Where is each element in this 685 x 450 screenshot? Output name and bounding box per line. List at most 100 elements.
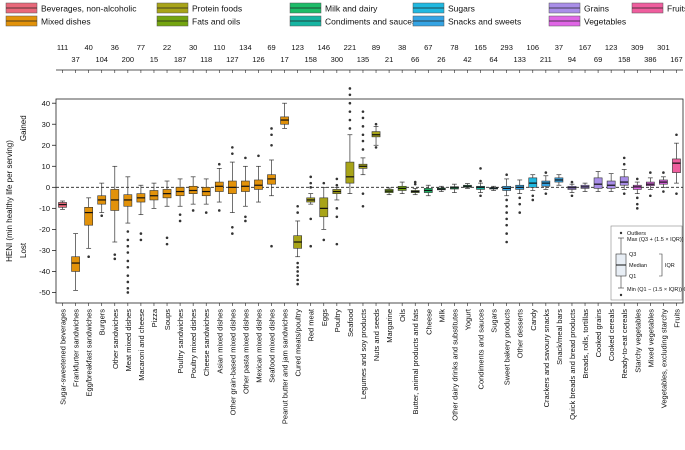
count-milk: 26 xyxy=(437,55,445,64)
box-starchy-vegetables-outlier xyxy=(635,202,639,206)
box-eggs-iqr xyxy=(319,197,329,218)
count-peanut-butter-and-jam-sandwiches: 17 xyxy=(280,55,288,64)
box-nuts-and-seeds xyxy=(371,122,381,149)
box-nuts-and-seeds-outlier xyxy=(374,146,378,149)
legend-mixed-dishes-label: Mixed dishes xyxy=(41,17,91,27)
box-cured-meats-poultry-outlier xyxy=(296,274,299,277)
box-breads-rolls-tortillas xyxy=(580,182,590,192)
box-meat-mixed-dishes-outlier xyxy=(126,251,130,254)
box-mixed-vegetables-outlier xyxy=(649,171,652,174)
count-quick-breads-and-bread-products: 94 xyxy=(568,55,576,64)
box-fruits-outlier xyxy=(675,192,678,195)
box-sweet-bakery-products-outlier xyxy=(505,240,508,244)
legend-fats-and-oils-label: Fats and oils xyxy=(192,17,240,27)
count-nuts-and-seeds: 89 xyxy=(372,43,380,52)
box-seafood-mixed-dishes-outlier xyxy=(270,127,273,130)
box-poultry xyxy=(332,177,342,246)
count-other-pasta-mixed-dishes: 134 xyxy=(239,43,252,52)
box-other-desserts xyxy=(515,179,525,214)
box-macaroni-and-cheese xyxy=(136,184,146,242)
y-tick-label: 40 xyxy=(42,99,50,108)
box-cheese-sandwiches xyxy=(201,178,211,214)
box-starchy-vegetables-outlier xyxy=(635,177,639,181)
box-mexican-mixed-dishes-outlier xyxy=(257,154,260,158)
box-red-meat-outlier xyxy=(309,244,313,248)
box-quick-breads-and-bread-products-outlier xyxy=(570,194,574,198)
count-oils: 38 xyxy=(398,43,406,52)
box-starchy-vegetables-outlier xyxy=(635,207,639,210)
box-other-sandwiches-outlier xyxy=(113,253,117,256)
box-seafood-iqr xyxy=(345,161,355,184)
legend-protein-foods-label: Protein foods xyxy=(192,4,242,14)
box-asian-mixed-dishes-outlier xyxy=(217,209,221,212)
count-poultry-sandwiches: 187 xyxy=(174,55,187,64)
box-vegetables-excluding-starchy-outlier xyxy=(662,190,665,193)
legend-beverages-non-alcoholic-label: Beverages, non-alcoholic xyxy=(41,4,137,14)
category-poultry-mixed-dishes: Poultry mixed dishes xyxy=(189,309,198,378)
sample-counts: 1113740104362007715221873011811012713412… xyxy=(57,43,683,64)
box-egg-breakfast-sandwiches-iqr xyxy=(84,207,94,226)
box-meat-mixed-dishes-outlier xyxy=(126,238,130,242)
count-sugar-sweetened-beverages: 111 xyxy=(57,43,68,52)
category-burgers: Burgers xyxy=(98,309,107,336)
box-legumes-and-soy-products-outlier xyxy=(361,204,365,208)
box-red-meat xyxy=(306,175,316,248)
box-key-q1-label: Q1 xyxy=(629,274,636,280)
count-starchy-vegetables: 309 xyxy=(631,43,644,52)
box-ready-to-eat-cereals-outlier xyxy=(622,192,626,195)
box-mexican-mixed-dishes xyxy=(254,154,263,203)
box-cooked-grains xyxy=(593,171,603,192)
category-pizza: Pizza xyxy=(150,308,159,327)
plot-area xyxy=(56,87,683,294)
box-cured-meats-poultry-outlier xyxy=(296,278,299,282)
count-sugars: 64 xyxy=(489,55,497,64)
category-cooked-cereals: Cooked cereals xyxy=(607,309,616,361)
box-egg-breakfast-sandwiches xyxy=(84,197,94,259)
box-meat-mixed-dishes xyxy=(123,176,133,294)
box-meat-mixed-dishes-outlier xyxy=(126,244,130,248)
legend-grains-label: Grains xyxy=(584,4,609,14)
count-cooked-cereals: 123 xyxy=(605,43,618,52)
category-legumes-and-soy-products: Legumes and soy products xyxy=(359,309,368,399)
count-egg-breakfast-sandwiches: 40 xyxy=(84,43,92,52)
box-cured-meats-poultry-outlier xyxy=(296,211,299,214)
category-other-grain-based-mixed-dishes: Other grain-based mixed dishes xyxy=(228,309,237,416)
box-poultry-outlier xyxy=(335,242,339,246)
box-poultry-mixed-dishes xyxy=(188,176,198,212)
category-seafood: Seafood xyxy=(346,309,355,337)
count-fruits: 167 xyxy=(670,55,683,64)
box-candy-outlier xyxy=(531,194,535,198)
box-cured-meats-poultry-outlier xyxy=(296,282,299,286)
box-sweet-bakery-products-outlier xyxy=(505,198,508,202)
count-poultry: 300 xyxy=(331,55,344,64)
box-key-outlier-dot-low xyxy=(619,293,623,297)
box-candy xyxy=(528,174,538,202)
category-macaroni-and-cheese: Macaroni and cheese xyxy=(137,309,146,381)
box-asian-mixed-dishes xyxy=(214,162,224,212)
box-cured-meats-poultry-outlier xyxy=(296,270,299,273)
box-frankfurter-sandwiches-iqr xyxy=(71,256,80,272)
category-egg-breakfast-sandwiches: Egg/breakfast sandwiches xyxy=(85,309,94,397)
category-condiments-and-sauces: Condiments and sauces xyxy=(477,309,486,390)
category-mexican-mixed-dishes: Mexican mixed dishes xyxy=(254,309,263,383)
y-tick-label: 30 xyxy=(42,120,50,129)
box-butter-animal-products-and-fats-outlier xyxy=(413,180,417,184)
count-mixed-vegetables: 386 xyxy=(644,55,657,64)
box-burgers-outlier xyxy=(100,214,104,218)
box-key-iqr-label: IQR xyxy=(665,263,675,269)
box-poultry-outlier xyxy=(335,177,339,181)
count-soups: 22 xyxy=(163,43,171,52)
category-fruits: Fruits xyxy=(672,309,681,328)
box-poultry-outlier xyxy=(335,207,339,210)
box-key-min-label: Min (Q1 − (1.5 × IQR)) Outliers xyxy=(627,287,685,293)
box-other-grain-based-mixed-dishes-outlier xyxy=(231,146,234,149)
box-red-meat-outlier xyxy=(309,181,313,185)
box-quick-breads-and-bread-products xyxy=(567,180,577,198)
y-tick-label: 10 xyxy=(42,162,50,171)
category-frankfurter-sandwiches: Frankfurter sandwiches xyxy=(72,309,81,387)
box-poultry-outlier xyxy=(335,215,339,219)
count-snack-meal-bars: 37 xyxy=(555,43,563,52)
count-poultry-mixed-dishes: 30 xyxy=(189,43,197,52)
box-red-meat-outlier xyxy=(309,175,313,179)
